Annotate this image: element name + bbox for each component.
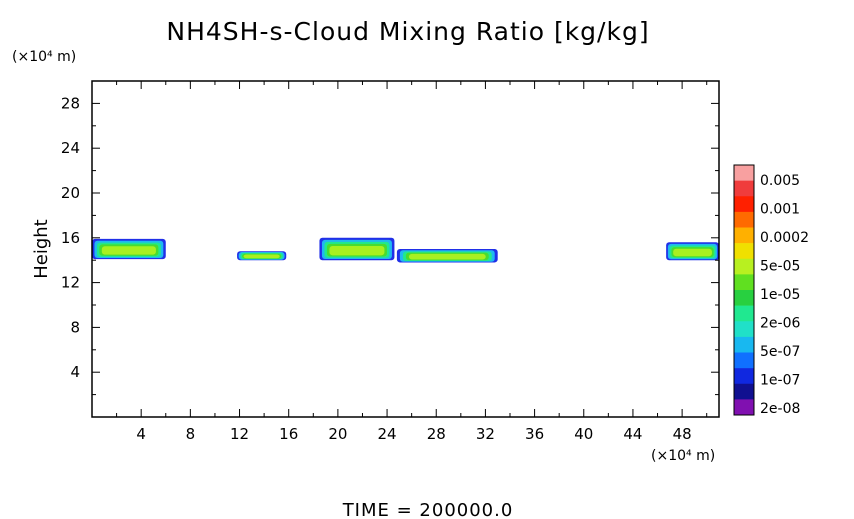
colorbar-swatch — [734, 290, 754, 306]
colorbar-label: 0.0002 — [760, 230, 809, 246]
y-tick-label: 8 — [70, 318, 80, 336]
colorbar-label: 1e-05 — [760, 287, 800, 303]
colorbar-label: 0.001 — [760, 202, 800, 218]
x-tick-label: 12 — [230, 425, 249, 443]
cloud-region — [666, 242, 719, 261]
x-tick-label: 24 — [378, 425, 397, 443]
colorbar-swatch — [734, 399, 754, 416]
cloud-region — [237, 251, 287, 261]
y-tick-label: 16 — [61, 229, 80, 247]
colorbar-swatch — [734, 180, 754, 197]
plot-area — [91, 80, 720, 418]
cloud-region — [396, 249, 498, 263]
plot-frame — [91, 80, 720, 418]
y-tick-label: 4 — [70, 363, 80, 381]
x-tick-label: 4 — [136, 425, 146, 443]
x-tick-label: 48 — [673, 425, 692, 443]
colorbar-swatch — [734, 321, 754, 338]
y-axis-label: Height — [31, 219, 52, 279]
colorbar-label: 0.005 — [760, 173, 800, 189]
axis-ticks — [92, 81, 719, 417]
cloud-region — [92, 238, 166, 260]
colorbar-swatch — [734, 211, 754, 228]
x-unit-label: (×10⁴ m) — [651, 448, 715, 464]
time-footer: TIME = 200000.0 — [342, 500, 514, 519]
colorbar-frame — [733, 164, 755, 416]
colorbar-label: 5e-05 — [760, 259, 800, 275]
colorbar-swatch — [734, 368, 754, 385]
cloud-band — [408, 253, 486, 260]
colorbar-swatch — [734, 227, 754, 244]
colorbar-swatch — [734, 352, 754, 369]
colorbar: 0.005 0.001 0.0002 5e-05 1e-05 2e-06 5e-07 1e-0… — [733, 164, 809, 417]
cloud-band — [101, 246, 156, 255]
cloud-band — [243, 254, 280, 259]
colorbar-swatch — [734, 305, 754, 322]
y-unit-label: (×10⁴ m) — [12, 49, 76, 65]
colorbar-swatch — [734, 336, 754, 353]
cloud-band — [673, 248, 712, 257]
colorbar-swatch — [734, 165, 754, 181]
x-tick-label: 20 — [328, 425, 347, 443]
colorbar-label: 5e-07 — [760, 344, 800, 360]
y-tick-label: 12 — [61, 274, 80, 292]
colorbar-swatch — [734, 258, 754, 275]
x-tick-label: 40 — [574, 425, 593, 443]
colorbar-label: 1e-07 — [760, 373, 800, 389]
colorbar-swatch — [734, 383, 754, 400]
y-tick-label: 24 — [61, 139, 80, 157]
x-tick-label: 28 — [427, 425, 446, 443]
x-tick-label: 32 — [476, 425, 495, 443]
colorbar-label: 2e-06 — [760, 316, 800, 332]
y-tick-label: 28 — [61, 94, 80, 112]
colorbar-label: 2e-08 — [760, 401, 800, 417]
chart-title: NH4SH-s-Cloud Mixing Ratio [kg/kg] — [166, 17, 649, 46]
x-tick-label: 36 — [525, 425, 544, 443]
y-tick-label: 20 — [61, 184, 80, 202]
x-tick-label: 16 — [279, 425, 298, 443]
x-tick-label: 44 — [623, 425, 642, 443]
cloud-band — [329, 245, 385, 256]
cloud-regions — [92, 237, 719, 263]
cloud-region — [319, 237, 395, 261]
x-tick-label: 8 — [186, 425, 196, 443]
colorbar-swatch — [734, 243, 754, 260]
colorbar-swatch — [734, 274, 754, 291]
colorbar-swatch — [734, 196, 754, 213]
